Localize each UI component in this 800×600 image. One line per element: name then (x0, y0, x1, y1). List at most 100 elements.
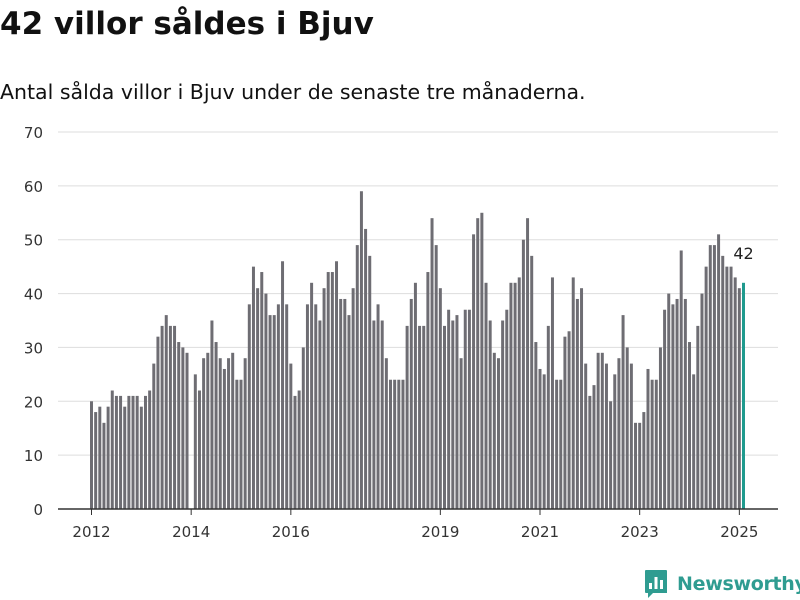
bar (459, 358, 463, 509)
bar (708, 245, 712, 509)
bar (314, 304, 318, 509)
bar (401, 379, 405, 509)
x-tick-label: 2019 (421, 523, 459, 541)
y-axis: 0 10 20 30 40 50 60 70 (24, 124, 43, 519)
bar (609, 401, 613, 509)
bar (156, 336, 160, 509)
bar (322, 288, 326, 509)
bar (567, 331, 571, 509)
latest-value-label: 42 (733, 244, 753, 263)
bar (704, 266, 708, 509)
bar (700, 293, 704, 509)
bar (264, 293, 268, 509)
bar (351, 288, 355, 509)
y-tick-label: 60 (24, 178, 43, 196)
bar (143, 395, 147, 509)
chart-title: 42 villor såldes i Bjuv (0, 6, 374, 42)
annotations: 42 (733, 244, 753, 263)
bar (281, 261, 285, 509)
bar (413, 282, 417, 509)
bar (667, 293, 671, 509)
bar (310, 282, 314, 509)
bar (625, 347, 629, 509)
bar (688, 342, 692, 509)
bars (90, 191, 745, 510)
bar (443, 325, 446, 509)
bar (135, 395, 139, 509)
bar (90, 401, 93, 509)
y-tick-label: 0 (33, 501, 43, 519)
bar (293, 395, 297, 509)
bar (563, 336, 567, 509)
bar (168, 325, 172, 509)
bar (247, 304, 251, 509)
bar (451, 320, 455, 509)
bar (376, 304, 380, 509)
bar (658, 347, 662, 509)
bar (330, 272, 334, 509)
bar (434, 245, 438, 509)
x-tick-label: 2016 (272, 523, 310, 541)
bar (285, 304, 289, 509)
bar (530, 255, 534, 509)
y-tick-label: 30 (24, 339, 43, 357)
bar (372, 320, 376, 509)
brand-name: Newsworthy (677, 573, 800, 595)
bar (555, 379, 559, 509)
newsworthy-logo-icon (645, 570, 667, 598)
bar (405, 325, 409, 509)
bar (251, 266, 255, 509)
bar (380, 320, 384, 509)
bar (488, 320, 492, 509)
bar (397, 379, 401, 509)
brand: Newsworthy (644, 569, 800, 599)
bar (588, 395, 592, 509)
bar (513, 282, 517, 509)
y-tick-label: 20 (24, 393, 43, 411)
bar (634, 422, 638, 509)
bar (733, 277, 737, 509)
bar (193, 374, 197, 509)
bar (650, 379, 654, 509)
bar (721, 255, 725, 509)
bar (696, 325, 700, 509)
bar (580, 288, 584, 509)
bar (210, 320, 214, 509)
bar (604, 363, 608, 509)
bar (218, 358, 222, 509)
bar (621, 315, 625, 509)
bar (318, 320, 322, 509)
bar (642, 412, 646, 509)
bar (202, 358, 206, 509)
bar (343, 298, 347, 509)
bar (160, 325, 164, 509)
bar (243, 358, 247, 509)
bar (227, 358, 231, 509)
bar (729, 266, 733, 509)
bar (260, 272, 264, 509)
bar (276, 304, 280, 509)
bar (663, 309, 667, 509)
bar (139, 406, 143, 509)
bar (326, 272, 330, 509)
bar (737, 288, 741, 509)
x-tick-label: 2021 (521, 523, 559, 541)
bar (384, 358, 388, 509)
chart-subtitle: Antal sålda villor i Bjuv under de senas… (0, 80, 586, 104)
bar (197, 390, 201, 509)
bar (438, 288, 442, 509)
bar (114, 395, 118, 509)
bar (173, 325, 177, 509)
bar (231, 352, 235, 509)
bar (592, 385, 596, 509)
bar (472, 234, 476, 509)
bar (463, 309, 467, 509)
bar (426, 272, 430, 509)
bar-chart: 0 10 20 30 40 50 60 70 2012 2014 2016 2019 2021 2023… (24, 124, 778, 541)
bar (123, 406, 127, 509)
bar (538, 368, 542, 509)
bar (131, 395, 135, 509)
bar (654, 379, 658, 509)
bar (584, 363, 588, 509)
bar (393, 379, 397, 509)
